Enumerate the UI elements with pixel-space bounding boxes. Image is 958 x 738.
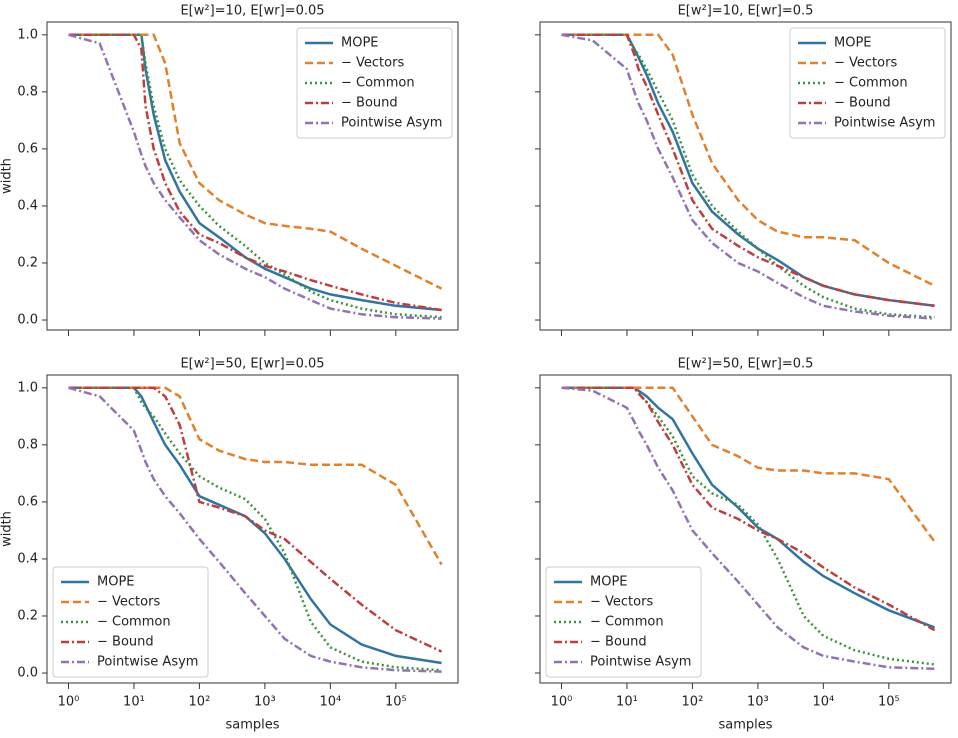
series-line [68, 386, 442, 672]
plot-frame [46, 374, 459, 684]
legend-label: − Common [590, 615, 664, 630]
y-tick-label: 0.4 [17, 198, 38, 213]
legend-label: Pointwise Asym [590, 655, 691, 670]
x-tick-label: 10⁴ [812, 695, 834, 710]
legend-label: − Common [341, 76, 415, 91]
legend-label: − Vectors [97, 595, 160, 610]
legend: MOPE − Vectors − Common − Bound Pointwise As… [296, 27, 453, 139]
series-line [68, 386, 443, 566]
series-line [561, 33, 935, 308]
series-line [68, 386, 442, 665]
legend: MOPE − Vectors − Common − Bound Pointwise As… [545, 566, 702, 678]
y-tick-label: 0.2 [17, 608, 38, 623]
series-line [68, 33, 442, 312]
x-tick-label: 10¹ [123, 695, 145, 710]
series-line [561, 386, 935, 670]
y-tick-label: 0.8 [17, 84, 38, 99]
x-tick-label: 10¹ [616, 695, 638, 710]
legend-box [296, 27, 453, 139]
series-line [68, 386, 443, 653]
legend-box [789, 27, 946, 139]
legend-label: MOPE [97, 575, 135, 590]
series-line [561, 386, 936, 632]
legend-label: MOPE [341, 36, 379, 51]
legend-label: − Vectors [590, 595, 653, 610]
legend: MOPE − Vectors − Common − Bound Pointwise As… [52, 566, 209, 678]
plot-frame [539, 374, 952, 684]
chart-title: E[w²]=50, E[wr]=0.5 [678, 357, 814, 372]
x-tick-label: 10⁰ [551, 695, 573, 710]
x-tick-label: 10² [682, 695, 704, 710]
y-tick-label: 0.0 [17, 313, 38, 328]
x-tick-label: 10⁵ [878, 695, 900, 710]
legend-label: MOPE [834, 36, 872, 51]
series-line [561, 33, 935, 320]
legend-label: MOPE [590, 575, 628, 590]
x-tick-label: 10⁵ [385, 695, 407, 710]
y-tick-label: 0.0 [17, 666, 38, 681]
x-axis-label: samples [225, 718, 279, 733]
legend-label: − Bound [97, 635, 154, 650]
y-axis-label: width [0, 511, 15, 547]
chart-title: E[w²]=50, E[wr]=0.05 [180, 357, 324, 372]
legend-box [52, 566, 209, 678]
legend-label: − Vectors [341, 56, 404, 71]
x-tick-label: 10⁰ [58, 695, 80, 710]
x-axis-label: samples [718, 718, 772, 733]
y-tick-label: 1.0 [17, 27, 38, 42]
legend-label: − Common [97, 615, 171, 630]
series-line [561, 33, 936, 287]
legend-label: Pointwise Asym [341, 116, 442, 131]
x-tick-label: 10² [189, 695, 211, 710]
legend-label: − Common [834, 76, 908, 91]
chart-title: E[w²]=10, E[wr]=0.5 [678, 4, 814, 19]
series-line [68, 33, 442, 319]
series-line [561, 33, 935, 308]
legend: MOPE − Vectors − Common − Bound Pointwise As… [789, 27, 946, 139]
legend-label: − Bound [834, 96, 891, 111]
legend-label: Pointwise Asym [834, 116, 935, 131]
series-line [68, 386, 442, 673]
y-tick-label: 0.6 [17, 494, 38, 509]
x-tick-label: 10³ [747, 695, 769, 710]
chart-title: E[w²]=10, E[wr]=0.05 [180, 4, 324, 19]
legend-label: − Bound [341, 96, 398, 111]
y-tick-label: 0.8 [17, 437, 38, 452]
legend-label: Pointwise Asym [97, 655, 198, 670]
legend-label: − Vectors [834, 56, 897, 71]
x-tick-label: 10³ [254, 695, 276, 710]
plot-frame [46, 21, 459, 331]
x-tick-label: 10⁴ [319, 695, 341, 710]
legend-box [545, 566, 702, 678]
y-tick-label: 0.4 [17, 551, 38, 566]
y-tick-label: 0.2 [17, 255, 38, 270]
legend-label: − Bound [590, 635, 647, 650]
series-line [68, 33, 443, 290]
y-tick-label: 1.0 [17, 380, 38, 395]
y-tick-label: 0.6 [17, 141, 38, 156]
series-line [68, 33, 442, 320]
plot-frame [539, 21, 952, 331]
series-line [561, 386, 936, 543]
y-axis-label: width [0, 158, 15, 194]
